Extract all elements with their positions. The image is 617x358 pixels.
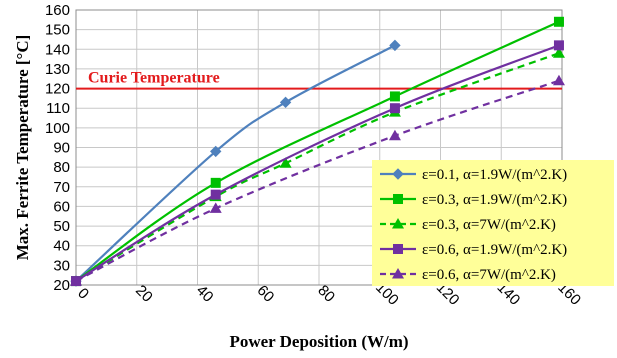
legend-label: ε=0.3, α=7W/(m^2.K) (422, 217, 556, 233)
y-tick-label: 110 (46, 100, 70, 117)
y-tick-label: 160 (45, 2, 70, 19)
data-point (553, 40, 564, 51)
data-point (389, 103, 400, 114)
y-tick-label: 50 (53, 218, 70, 235)
legend-label: ε=0.1, α=1.9W/(m^2.K) (422, 167, 567, 183)
data-point (279, 96, 292, 109)
data-point (210, 145, 222, 158)
y-tick-label: 140 (45, 41, 70, 58)
y-tick-label: 120 (45, 81, 70, 98)
legend-marker (393, 194, 403, 204)
y-axis-title: Max. Ferrite Temperature [°C] (13, 35, 32, 261)
y-tick-label: 20 (53, 277, 70, 294)
legend-item: ε=0.6, α=7W/(m^2.K) (380, 267, 556, 283)
x-axis-title: Power Deposition (W/m) (229, 332, 408, 351)
data-point (388, 129, 401, 141)
series-layer (70, 16, 565, 287)
y-tick-label: 130 (45, 61, 70, 78)
y-tick-label: 90 (53, 140, 70, 157)
data-point (553, 16, 564, 27)
legend-item: ε=0.3, α=7W/(m^2.K) (380, 217, 556, 233)
y-tick-label: 60 (53, 198, 70, 215)
legend-marker (392, 218, 404, 229)
curie-temperature-label: Curie Temperature (88, 70, 220, 87)
legend-marker (393, 244, 403, 254)
data-point (210, 177, 221, 188)
series-line (75, 20, 560, 282)
data-point (389, 91, 400, 102)
series-line (75, 52, 560, 283)
series-line (75, 44, 560, 283)
data-point (552, 74, 565, 86)
legend-label: ε=0.6, α=7W/(m^2.K) (422, 267, 556, 283)
data-point (209, 202, 222, 213)
y-tick-label: 40 (53, 238, 70, 255)
legend-item: ε=0.3, α=1.9W/(m^2.K) (380, 192, 567, 208)
y-tick-label: 30 (53, 257, 70, 274)
data-point (389, 39, 401, 52)
data-point (210, 189, 221, 200)
y-tick-label: 70 (53, 179, 70, 196)
plot-area-border (75, 9, 563, 286)
series-5 (70, 74, 565, 286)
legend-marker (392, 268, 404, 279)
data-point (552, 47, 565, 58)
y-tick-label: 80 (53, 159, 70, 176)
legend-marker (392, 168, 404, 180)
legend-item: ε=0.6, α=1.9W/(m^2.K) (380, 242, 567, 258)
legend: ε=0.1, α=1.9W/(m^2.K) ε=0.3, α=1.9W/(m^2.… (372, 160, 614, 286)
legend-label: ε=0.3, α=1.9W/(m^2.K) (422, 192, 567, 208)
series-line (75, 44, 396, 282)
legend-label: ε=0.6, α=1.9W/(m^2.K) (422, 242, 567, 258)
x-tick-label: 0 (74, 285, 92, 303)
data-point (70, 275, 82, 286)
data-point (279, 157, 292, 168)
curie-reference: Curie Temperature (76, 70, 562, 90)
y-tick-label: 150 (45, 22, 70, 39)
y-tick-label: 100 (45, 120, 70, 137)
legend-item: ε=0.1, α=1.9W/(m^2.K) (380, 167, 567, 183)
